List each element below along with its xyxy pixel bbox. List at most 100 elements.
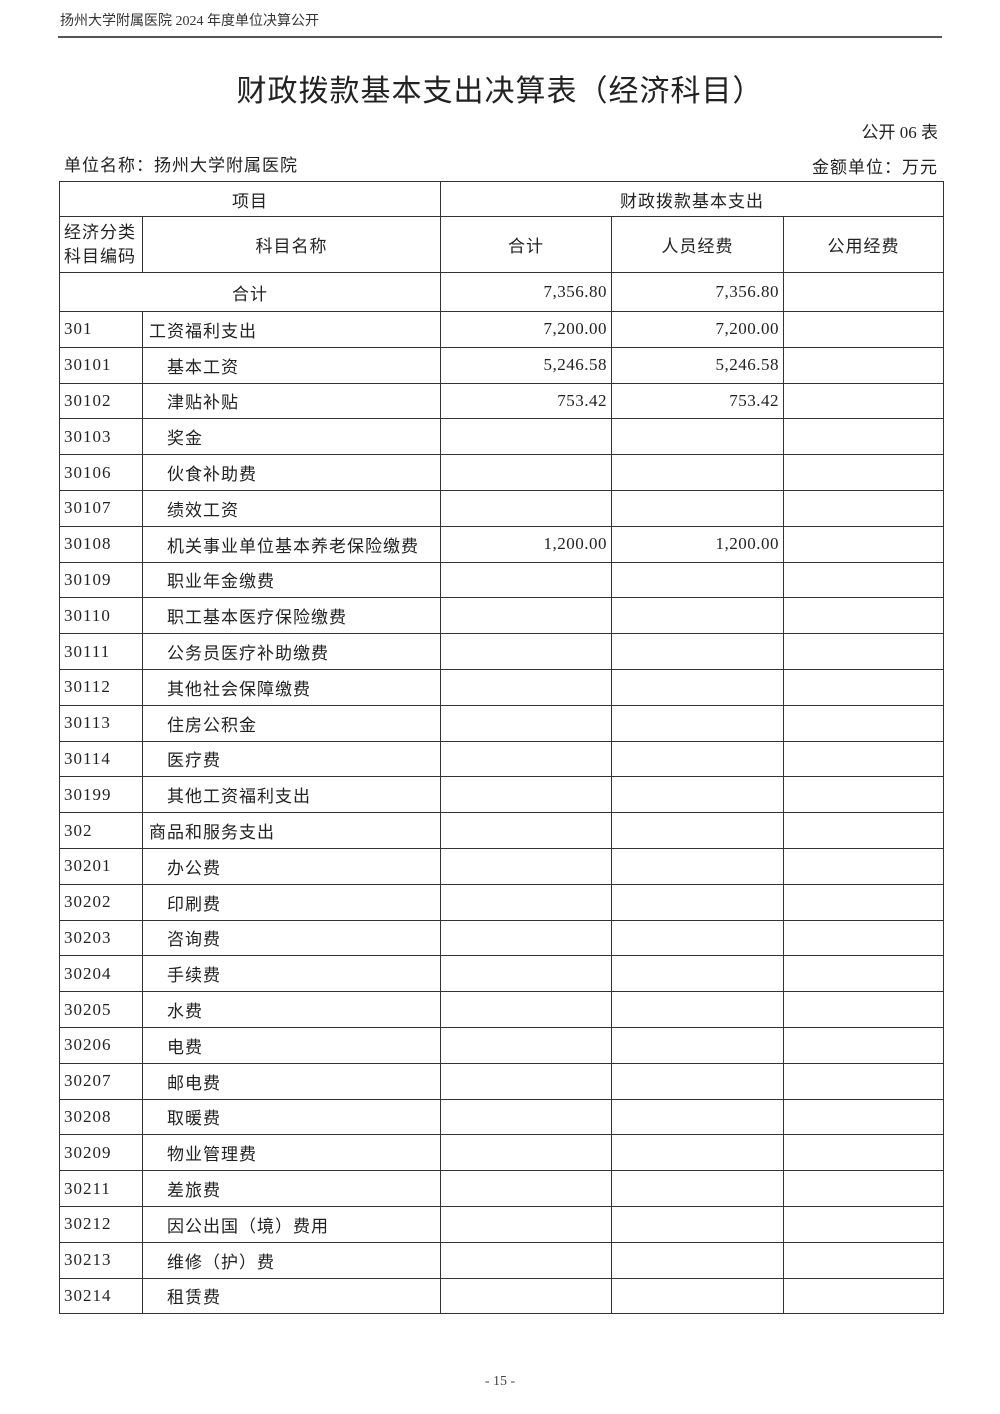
row-total [440, 454, 612, 491]
row-code: 30214 [59, 1277, 143, 1315]
header-public: 公用经费 [783, 216, 944, 273]
total-label: 合计 [59, 272, 441, 312]
row-personnel [611, 668, 784, 706]
row-code: 30109 [59, 561, 143, 599]
row-subject-name: 手续费 [142, 955, 441, 993]
page-number: - 15 - [484, 1374, 516, 1389]
row-total [440, 883, 612, 921]
row-total [440, 1134, 612, 1172]
row-subject-name: 伙食补助费 [142, 454, 441, 491]
row-public [783, 991, 944, 1028]
row-total [440, 1098, 612, 1136]
row-code: 30203 [59, 919, 143, 957]
total-personnel: 7,356.80 [611, 272, 784, 312]
row-public [783, 633, 944, 670]
row-personnel [611, 1062, 784, 1100]
unit-name: 单位名称：扬州大学附属医院 [64, 156, 298, 175]
table-row: 30202 印刷费 [59, 883, 944, 921]
header-subject-name: 科目名称 [142, 216, 441, 273]
table-row: 30110 职工基本医疗保险缴费 [59, 597, 944, 635]
table-row: 30113 住房公积金 [59, 704, 944, 742]
row-code: 30208 [59, 1098, 143, 1136]
header-item: 项目 [59, 181, 441, 217]
row-public [783, 382, 944, 420]
row-personnel [611, 883, 784, 921]
row-personnel [611, 776, 784, 814]
row-total [440, 489, 612, 527]
table-row: 30107 绩效工资 [59, 489, 944, 527]
row-public [783, 776, 944, 814]
table-row: 30214 租赁费 [59, 1277, 944, 1315]
row-total [440, 668, 612, 706]
table-row: 30199 其他工资福利支出 [59, 776, 944, 814]
page-title: 财政拨款基本支出决算表（经济科目） [236, 75, 764, 108]
row-code: 30111 [59, 633, 143, 670]
row-subject-name: 办公费 [142, 847, 441, 885]
table-row: 30211 差旅费 [59, 1170, 944, 1207]
row-total [440, 776, 612, 814]
row-subject-name: 维修（护）费 [142, 1241, 441, 1279]
row-total [440, 919, 612, 957]
header-personnel: 人员经费 [611, 216, 784, 273]
row-code: 30205 [59, 991, 143, 1028]
row-personnel [611, 991, 784, 1028]
row-public [783, 1277, 944, 1315]
row-code: 301 [59, 311, 143, 348]
row-personnel [611, 489, 784, 527]
row-code: 30113 [59, 704, 143, 742]
row-personnel [611, 919, 784, 957]
row-total [440, 1062, 612, 1100]
row-total: 5,246.58 [440, 346, 612, 384]
row-code: 30207 [59, 1062, 143, 1100]
amount-unit: 金额单位：万元 [812, 158, 938, 177]
row-personnel [611, 847, 784, 885]
table-row: 30205 水费 [59, 991, 944, 1028]
row-public [783, 561, 944, 599]
row-public [783, 1170, 944, 1207]
row-subject-name: 津贴补贴 [142, 382, 441, 420]
row-personnel: 753.42 [611, 382, 784, 420]
row-code: 30201 [59, 847, 143, 885]
row-personnel: 1,200.00 [611, 525, 784, 563]
row-public [783, 919, 944, 957]
row-code: 30213 [59, 1241, 143, 1279]
table-row: 30212 因公出国（境）费用 [59, 1205, 944, 1243]
row-public [783, 1241, 944, 1279]
row-public [783, 847, 944, 885]
row-total: 1,200.00 [440, 525, 612, 563]
table-row: 30207 邮电费 [59, 1062, 944, 1100]
row-personnel [611, 454, 784, 491]
row-personnel [611, 740, 784, 778]
row-subject-name: 其他工资福利支出 [142, 776, 441, 814]
row-personnel [611, 1205, 784, 1243]
row-subject-name: 奖金 [142, 418, 441, 456]
row-total [440, 1241, 612, 1279]
row-total [440, 812, 612, 849]
row-subject-name: 物业管理费 [142, 1134, 441, 1172]
row-personnel [611, 418, 784, 456]
row-public [783, 1062, 944, 1100]
row-code: 30199 [59, 776, 143, 814]
table-row: 30203 咨询费 [59, 919, 944, 957]
row-subject-name: 职业年金缴费 [142, 561, 441, 599]
total-public [783, 272, 944, 312]
row-public [783, 597, 944, 635]
table-row: 30101 基本工资 5,246.58 5,246.58 [59, 346, 944, 384]
table-row: 30112 其他社会保障缴费 [59, 668, 944, 706]
row-public [783, 1026, 944, 1064]
row-personnel [611, 955, 784, 993]
header-total: 合计 [440, 216, 612, 273]
row-code: 30108 [59, 525, 143, 563]
row-total [440, 597, 612, 635]
row-personnel: 7,200.00 [611, 311, 784, 348]
table-row: 30204 手续费 [59, 955, 944, 993]
row-personnel [611, 1134, 784, 1172]
row-total [440, 740, 612, 778]
row-subject-name: 机关事业单位基本养老保险缴费 [142, 525, 441, 563]
total-amount: 7,356.80 [440, 272, 612, 312]
running-header: 扬州大学附属医院 2024 年度单位决算公开 [60, 14, 319, 29]
row-total [440, 991, 612, 1028]
row-public [783, 1134, 944, 1172]
row-personnel [611, 1098, 784, 1136]
row-subject-name: 住房公积金 [142, 704, 441, 742]
